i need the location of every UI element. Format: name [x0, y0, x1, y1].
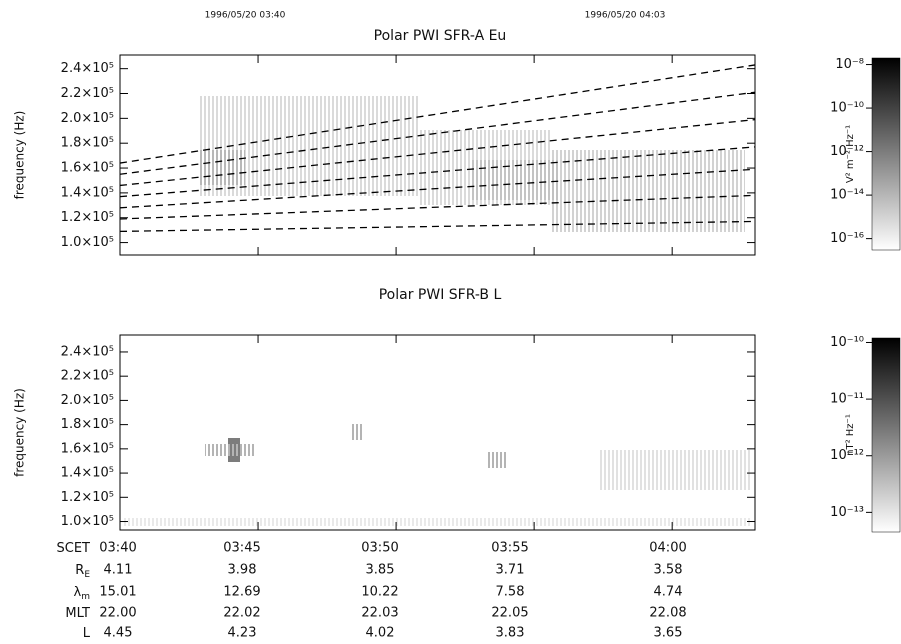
ephemeris-value: 22.03 — [361, 606, 398, 621]
ephemeris-value: 4.45 — [104, 626, 133, 641]
y-tick-label: 2.2×10⁵ — [61, 86, 114, 101]
y-tick-label: 1.6×10⁵ — [61, 161, 114, 176]
plot-frame — [119, 334, 756, 531]
colorbar-tick-label: 10⁻¹⁰ — [830, 101, 864, 116]
plot-frame — [119, 54, 756, 256]
row-label-text: λ — [74, 585, 82, 600]
y-tick-label: 1.8×10⁵ — [61, 417, 114, 432]
colorbar-tick-label: 10⁻¹² — [830, 144, 864, 159]
ephemeris-value: 7.58 — [496, 585, 525, 600]
colorbar-tick-label: 10⁻¹³ — [830, 505, 864, 520]
colorbar-tick-label: 10⁻¹⁴ — [830, 188, 864, 203]
colorbar — [871, 337, 901, 533]
ephemeris-value: 3.65 — [654, 626, 683, 641]
y-axis-label: frequency (Hz) — [13, 388, 27, 477]
y-tick-label: 1.4×10⁵ — [61, 185, 114, 200]
ephemeris-value: 10.22 — [361, 585, 398, 600]
ephemeris-value: 3.58 — [654, 563, 683, 578]
ephemeris-value: 4.02 — [366, 626, 395, 641]
colorbar — [871, 57, 901, 251]
y-tick-label: 1.0×10⁵ — [61, 235, 114, 250]
ephemeris-value: 03:45 — [223, 541, 260, 556]
ephemeris-value: 22.08 — [649, 606, 686, 621]
colorbar-label: nT² Hz⁻¹ — [845, 414, 856, 456]
row-label-sub: E — [84, 570, 90, 580]
ephemeris-value: 22.02 — [223, 606, 260, 621]
ephemeris-value: 4.74 — [654, 585, 683, 600]
y-tick-label: 2.0×10⁵ — [61, 111, 114, 126]
ephemeris-value: 3.83 — [496, 626, 525, 641]
row-label: MLT — [65, 606, 90, 621]
model-line — [119, 146, 756, 198]
row-label: SCET — [57, 541, 91, 556]
y-tick-label: 1.6×10⁵ — [61, 441, 114, 456]
ephemeris-value: 3.71 — [496, 563, 525, 578]
model-line — [119, 91, 756, 175]
panel-title: Polar PWI SFR-A Eu — [374, 28, 507, 44]
row-label: λm — [74, 585, 90, 602]
ephemeris-value: 4.11 — [104, 563, 133, 578]
y-tick-label: 2.4×10⁵ — [61, 61, 114, 76]
ephemeris-value: 3.98 — [228, 563, 257, 578]
row-label-text: L — [83, 626, 91, 641]
y-axis-label: frequency (Hz) — [13, 111, 27, 200]
y-tick-label: 2.2×10⁵ — [61, 369, 114, 384]
model-line — [119, 168, 756, 209]
ephemeris-value: 04:00 — [649, 541, 686, 556]
model-line — [119, 194, 756, 220]
ephemeris-value: 15.01 — [99, 585, 136, 600]
model-line — [119, 118, 756, 187]
start-time: 1996/05/20 03:40 — [205, 11, 286, 21]
colorbar-tick-label: 10⁻¹⁰ — [830, 335, 864, 350]
colorbar-label: V² m⁻² Hz⁻¹ — [845, 125, 856, 183]
spectrogram-texture — [122, 96, 752, 526]
panel-title: Polar PWI SFR-B L — [379, 287, 502, 303]
colorbar-tick-label: 10⁻⁸ — [835, 57, 864, 72]
row-label: RE — [75, 563, 90, 580]
row-label-text: R — [75, 563, 84, 578]
y-tick-label: 1.4×10⁵ — [61, 466, 114, 481]
y-tick-label: 2.4×10⁵ — [61, 344, 114, 359]
y-tick-label: 2.0×10⁵ — [61, 393, 114, 408]
row-label-text: SCET — [57, 541, 91, 556]
colorbar-tick-label: 10⁻¹¹ — [830, 392, 864, 407]
row-label-sub: m — [81, 592, 90, 602]
ephemeris-value: 4.23 — [228, 626, 257, 641]
ephemeris-value: 12.69 — [223, 585, 260, 600]
end-time: 1996/05/20 04:03 — [585, 11, 666, 21]
ephemeris-value: 03:40 — [99, 541, 136, 556]
model-line — [119, 220, 756, 233]
colorbar-tick-label: 10⁻¹⁶ — [830, 231, 864, 246]
ephemeris-value: 22.05 — [491, 606, 528, 621]
ephemeris-value: 03:50 — [361, 541, 398, 556]
colorbar-tick-label: 10⁻¹² — [830, 448, 864, 463]
ephemeris-value: 03:55 — [491, 541, 528, 556]
y-tick-label: 1.2×10⁵ — [61, 490, 114, 505]
ephemeris-value: 3.85 — [366, 563, 395, 578]
y-tick-label: 1.8×10⁵ — [61, 136, 114, 151]
row-label: L — [83, 626, 91, 641]
y-tick-label: 1.0×10⁵ — [61, 514, 114, 529]
y-tick-label: 1.2×10⁵ — [61, 210, 114, 225]
ephemeris-value: 22.00 — [99, 606, 136, 621]
row-label-text: MLT — [65, 606, 90, 621]
